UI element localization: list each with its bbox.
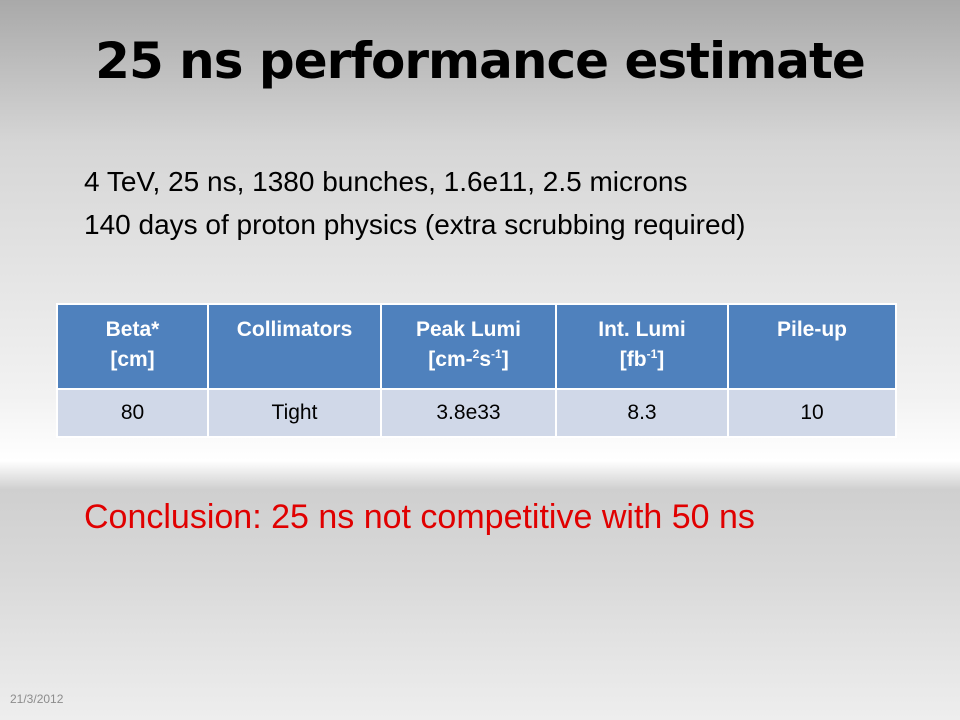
header-text: [cm- (428, 348, 473, 371)
table-cell: Tight (207, 388, 382, 438)
header-cell: Beta* [cm] (56, 303, 209, 390)
header-cell: Pile-up (727, 303, 897, 390)
header-line: Beta* (58, 315, 207, 345)
header-cell: Collimators (207, 303, 382, 390)
header-line: [fb-1] (557, 345, 727, 375)
header-text: Pile-up (776, 318, 847, 341)
conclusion: Conclusion: 25 ns not competitive with 5… (84, 498, 755, 536)
header-text: [fb (619, 348, 647, 371)
parameters-line: 4 TeV, 25 ns, 1380 bunches, 1.6e11, 2.5 … (84, 166, 688, 197)
parameters-line: 140 days of proton physics (extra scrubb… (84, 209, 746, 240)
header-superscript: -1 (491, 347, 502, 361)
header-text: ] (501, 348, 509, 371)
header-line: Collimators (209, 315, 380, 345)
header-text: ] (657, 348, 665, 371)
table-body: 80 Tight 3.8e33 8.3 10 (56, 388, 897, 438)
header-line: [cm] (58, 345, 207, 375)
table-cell: 3.8e33 (380, 388, 557, 438)
header-text: Peak Lumi (415, 318, 522, 341)
header-line: Pile-up (729, 315, 895, 345)
header-text: [cm] (110, 348, 155, 371)
header-text: Collimators (236, 318, 353, 341)
header-line: Peak Lumi (382, 315, 555, 345)
table-row: 80 Tight 3.8e33 8.3 10 (56, 388, 897, 438)
date: 21/3/2012 (10, 692, 64, 706)
header-row: Beta* [cm] Collimators Peak Lumi [cm-2s-1] In… (56, 303, 897, 390)
header-line: Int. Lumi (557, 315, 727, 345)
header-line: [cm-2s-1] (382, 345, 555, 375)
table-cell: 8.3 (555, 388, 729, 438)
header-cell: Int. Lumi [fb-1] (555, 303, 729, 390)
performance-table: Beta* [cm] Collimators Peak Lumi [cm-2s-1] In… (56, 303, 897, 438)
header-cell: Peak Lumi [cm-2s-1] (380, 303, 557, 390)
table-cell: 80 (56, 388, 209, 438)
table-cell: 10 (727, 388, 897, 438)
header-text: Beta* (105, 318, 160, 341)
header-superscript: -1 (646, 347, 658, 361)
slide-title: 25 ns performance estimate (95, 32, 866, 90)
header-text: s (479, 348, 492, 371)
header-superscript: 2 (472, 347, 480, 361)
header-text: Int. Lumi (598, 318, 686, 341)
